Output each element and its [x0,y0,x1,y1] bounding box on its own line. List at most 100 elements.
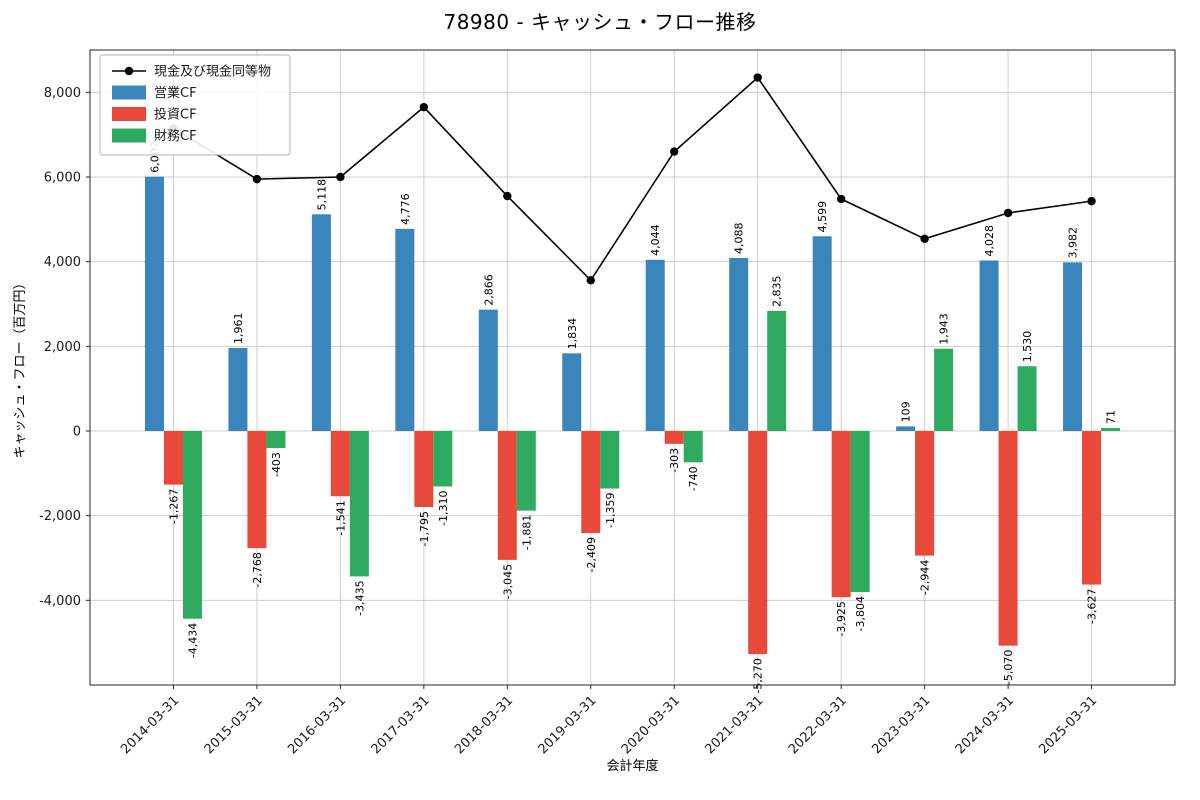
bar-value-label: -2,768 [251,552,264,587]
bar-operating-cf [228,347,248,431]
line-markers-cash-and-equivalents [169,73,1096,285]
y-tick-label: 8,000 [44,86,81,101]
x-tick-label: 2020-03-31 [619,693,683,757]
x-tick-label: 2014-03-31 [118,693,182,757]
grid [90,50,1175,685]
bar-value-label: -3,045 [501,564,514,599]
x-tick-labels: 2014-03-31 2015-03-31 2016-03-31 2017-03-31… [118,693,1100,757]
bar-value-label: -3,435 [353,580,366,615]
legend-label: 現金及び現金同等物 [154,64,271,80]
y-tick-label: 6,000 [44,171,81,186]
bar-operating-cf [645,259,665,431]
bar-investing-cf [330,431,350,497]
bar-financing-cf [266,431,286,449]
legend-label: 財務CF [154,129,197,144]
line-marker [586,276,595,285]
bar-financing-cf [600,431,620,489]
series-operating-cf [144,176,1083,431]
bar-value-label: -4,434 [186,623,199,658]
bar-financing-cf [683,431,703,463]
x-tick-label: 2015-03-31 [202,693,266,757]
bar-value-label: -740 [687,466,700,491]
bar-value-label: 2,866 [482,274,495,306]
bar-value-label: 4,028 [983,225,996,256]
y-tick-label: 2,000 [44,340,81,355]
x-tick-label: 2021-03-31 [702,693,766,757]
line-marker [1087,196,1096,206]
bar-value-label: 4,599 [816,201,829,233]
x-tick-label: 2018-03-31 [452,693,516,757]
y-tick-label: -2,000 [39,509,81,524]
x-tick-label: 2017-03-31 [369,693,433,757]
bar-operating-cf [979,260,999,431]
bar-financing-cf [1017,366,1037,431]
line-marker [252,174,262,184]
legend-color-swatch [112,107,146,121]
bar-financing-cf [934,348,954,431]
bar-operating-cf [478,309,498,431]
bar-value-label: 4,776 [399,193,412,225]
bar-financing-cf [433,431,453,487]
bar-value-label: 1,834 [566,318,579,350]
bar-value-label: -2,944 [919,560,932,595]
bar-operating-cf [395,228,415,431]
y-tick-labels: -4,000 -2,000 0 2,000 4,000 6,000 8,000 [39,86,81,609]
bar-value-label: -3,925 [835,601,848,636]
bar-value-label: -3,804 [854,596,867,631]
bar-investing-cf [998,431,1018,646]
bar-investing-cf [247,431,267,549]
y-tick-label: -4,000 [39,594,81,609]
bar-value-label: -1,310 [437,490,450,525]
bar-value-label: 1,530 [1021,331,1034,363]
y-tick-label: 0 [73,425,81,440]
line-marker [419,102,429,112]
bar-investing-cf [1082,431,1102,585]
line-marker [1003,208,1013,218]
legend-item: 財務CF [112,128,197,144]
bar-value-label: -5,070 [1002,650,1015,685]
bar-value-label: -403 [270,452,283,477]
bar-investing-cf [581,431,601,533]
bar-investing-cf [497,431,517,560]
line-marker [503,191,512,201]
legend-marker-dot [124,66,134,76]
bar-operating-cf [1063,262,1083,431]
legend-box [99,54,291,156]
bar-value-label: 71 [1105,410,1118,424]
line-marker [670,147,679,156]
x-tick-label: 2025-03-31 [1036,693,1100,757]
x-tick-label: 2024-03-31 [953,693,1017,757]
x-tick-label: 2022-03-31 [786,693,850,757]
bar-value-label: -2,409 [585,537,598,572]
bar-value-label: -1,881 [520,515,533,550]
bar-operating-cf [896,426,916,431]
bar-value-label: 2,835 [771,275,784,307]
series-investing-cf [163,431,1102,655]
bar-financing-cf [182,431,202,619]
legend-color-swatch [112,85,146,100]
x-tick-label: 2016-03-31 [285,693,349,757]
bar-value-label: -3,627 [1086,589,1099,624]
bar-investing-cf [915,431,935,556]
chart-title: 78980 - キャッシュ・フロー推移 [443,9,757,34]
bar-value-label: 4,088 [733,222,746,254]
legend-label: 投資CF [154,107,197,123]
line-marker [920,234,929,244]
plot-border [89,49,1176,686]
bar-financing-cf [1101,427,1121,431]
bar-value-label: 1,961 [232,312,245,344]
x-tick-label: 2019-03-31 [536,693,600,757]
x-tick-label: 2023-03-31 [869,693,933,757]
bar-value-label: -1,267 [167,489,180,524]
bar-operating-cf [812,236,832,431]
bar-value-label: 1,943 [938,313,951,345]
bar-value-label: -1,541 [334,500,347,535]
bar-operating-cf [144,176,164,431]
legend-item: 営業CF [112,85,197,101]
bar-value-label: -1,359 [604,493,617,528]
bar-investing-cf [831,431,851,598]
